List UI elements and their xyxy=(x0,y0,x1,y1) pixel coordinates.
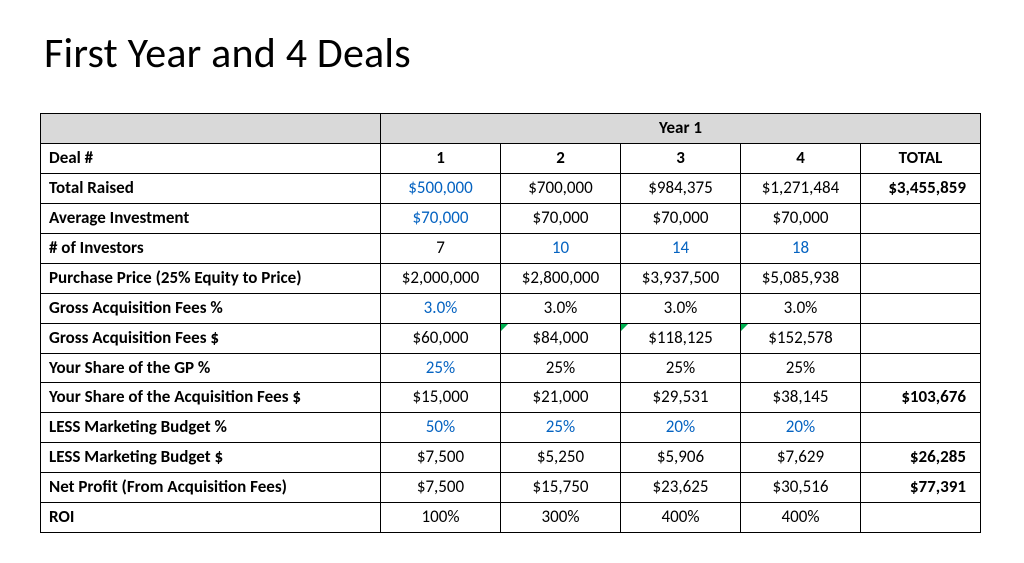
row-total xyxy=(861,293,981,323)
deals-table: Year 1 Deal # 1 2 3 4 TOTAL Total Raised… xyxy=(40,113,981,533)
cell: $5,906 xyxy=(621,443,741,473)
cell: $15,000 xyxy=(381,383,501,413)
row-label: ROI xyxy=(41,503,381,533)
col-header-3: 3 xyxy=(621,143,741,173)
row-total: $103,676 xyxy=(861,383,981,413)
year-header: Year 1 xyxy=(381,114,981,144)
table-row: Average Investment$70,000$70,000$70,000$… xyxy=(41,203,981,233)
table-body: Deal # 1 2 3 4 TOTAL Total Raised$500,00… xyxy=(41,143,981,532)
table-row: Gross Acquisition Fees %3.0%3.0%3.0%3.0% xyxy=(41,293,981,323)
row-total xyxy=(861,263,981,293)
cell: $70,000 xyxy=(621,203,741,233)
table-row: Net Profit (From Acquisition Fees)$7,500… xyxy=(41,473,981,503)
row-total: $77,391 xyxy=(861,473,981,503)
col-header-4: 4 xyxy=(741,143,861,173)
table-row: LESS Marketing Budget %50%25%20%20% xyxy=(41,413,981,443)
cell: $70,000 xyxy=(501,203,621,233)
page-title: First Year and 4 Deals xyxy=(44,28,984,79)
cell: $23,625 xyxy=(621,473,741,503)
row-label: # of Investors xyxy=(41,233,381,263)
cell: $2,800,000 xyxy=(501,263,621,293)
row-total xyxy=(861,503,981,533)
cell: $21,000 xyxy=(501,383,621,413)
cell: 400% xyxy=(621,503,741,533)
cell: $3,937,500 xyxy=(621,263,741,293)
row-label: Gross Acquisition Fees % xyxy=(41,293,381,323)
row-total xyxy=(861,203,981,233)
cell: 25% xyxy=(621,353,741,383)
cell: 25% xyxy=(501,353,621,383)
cell: $118,125 xyxy=(621,323,741,353)
cell: 25% xyxy=(381,353,501,383)
table-row: Purchase Price (25% Equity to Price)$2,0… xyxy=(41,263,981,293)
table-row: Your Share of the Acquisition Fees $$15,… xyxy=(41,383,981,413)
table-row: Total Raised$500,000$700,000$984,375$1,2… xyxy=(41,173,981,203)
cell: $60,000 xyxy=(381,323,501,353)
col-header-1: 1 xyxy=(381,143,501,173)
deal-header-label: Deal # xyxy=(41,143,381,173)
row-label: Average Investment xyxy=(41,203,381,233)
cell: 25% xyxy=(501,413,621,443)
cell: 7 xyxy=(381,233,501,263)
cell: $700,000 xyxy=(501,173,621,203)
cell: $984,375 xyxy=(621,173,741,203)
cell: 20% xyxy=(621,413,741,443)
cell: $2,000,000 xyxy=(381,263,501,293)
cell: $70,000 xyxy=(381,203,501,233)
year-header-blank xyxy=(41,114,381,144)
cell: $7,500 xyxy=(381,473,501,503)
row-label: LESS Marketing Budget $ xyxy=(41,443,381,473)
row-total xyxy=(861,233,981,263)
cell: $1,271,484 xyxy=(741,173,861,203)
row-total xyxy=(861,413,981,443)
row-total: $26,285 xyxy=(861,443,981,473)
cell: 3.0% xyxy=(381,293,501,323)
cell: $70,000 xyxy=(741,203,861,233)
row-label: Net Profit (From Acquisition Fees) xyxy=(41,473,381,503)
col-header-total: TOTAL xyxy=(861,143,981,173)
cell: 3.0% xyxy=(621,293,741,323)
cell: $500,000 xyxy=(381,173,501,203)
row-label: Your Share of the Acquisition Fees $ xyxy=(41,383,381,413)
cell: 3.0% xyxy=(501,293,621,323)
row-label: Gross Acquisition Fees $ xyxy=(41,323,381,353)
slide: First Year and 4 Deals Year 1 Deal # 1 2… xyxy=(0,0,1024,563)
row-label: LESS Marketing Budget % xyxy=(41,413,381,443)
cell: 10 xyxy=(501,233,621,263)
row-label: Total Raised xyxy=(41,173,381,203)
cell: 300% xyxy=(501,503,621,533)
cell: 14 xyxy=(621,233,741,263)
cell: $30,516 xyxy=(741,473,861,503)
cell: 400% xyxy=(741,503,861,533)
cell: $5,250 xyxy=(501,443,621,473)
row-total xyxy=(861,353,981,383)
year-header-row: Year 1 xyxy=(41,114,981,144)
row-total xyxy=(861,323,981,353)
table-row: # of Investors7101418 xyxy=(41,233,981,263)
table-row: Gross Acquisition Fees $$60,000$84,000$1… xyxy=(41,323,981,353)
cell: $15,750 xyxy=(501,473,621,503)
cell: 3.0% xyxy=(741,293,861,323)
cell: $152,578 xyxy=(741,323,861,353)
cell: 18 xyxy=(741,233,861,263)
cell: 25% xyxy=(741,353,861,383)
row-label: Your Share of the GP % xyxy=(41,353,381,383)
cell: $7,500 xyxy=(381,443,501,473)
cell: $7,629 xyxy=(741,443,861,473)
cell: 100% xyxy=(381,503,501,533)
cell: 50% xyxy=(381,413,501,443)
row-total: $3,455,859 xyxy=(861,173,981,203)
table-row: Your Share of the GP %25%25%25%25% xyxy=(41,353,981,383)
cell: 20% xyxy=(741,413,861,443)
cell: $84,000 xyxy=(501,323,621,353)
cell: $38,145 xyxy=(741,383,861,413)
deal-header-row: Deal # 1 2 3 4 TOTAL xyxy=(41,143,981,173)
table-row: LESS Marketing Budget $$7,500$5,250$5,90… xyxy=(41,443,981,473)
row-label: Purchase Price (25% Equity to Price) xyxy=(41,263,381,293)
cell: $5,085,938 xyxy=(741,263,861,293)
table-row: ROI100%300%400%400% xyxy=(41,503,981,533)
cell: $29,531 xyxy=(621,383,741,413)
col-header-2: 2 xyxy=(501,143,621,173)
